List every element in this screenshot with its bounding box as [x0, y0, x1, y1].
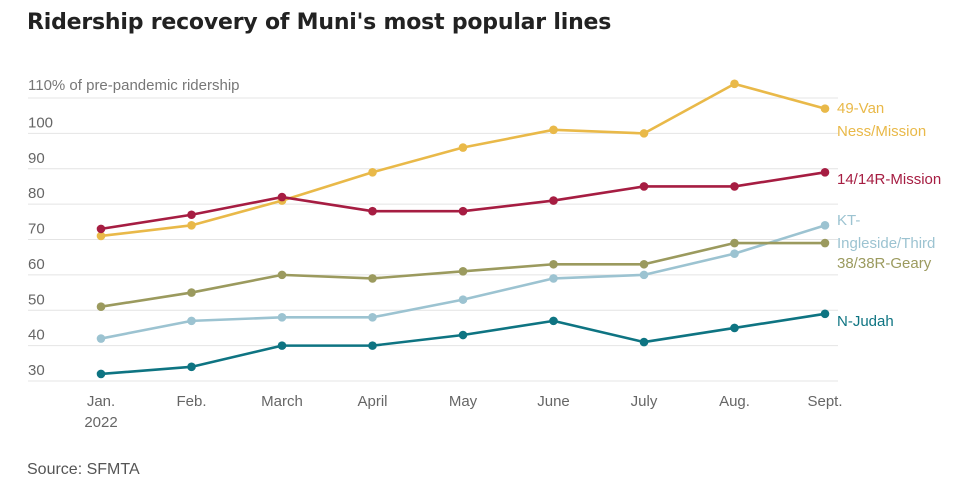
series-label-kt-ingleside-third-line2: Ingleside/Third — [837, 235, 935, 252]
point-n-judah-6 — [639, 337, 649, 347]
y-tick-label-80: 80 — [28, 185, 45, 202]
point-49-van-ness-mission-0 — [96, 231, 106, 241]
point-14-14r-mission-5 — [549, 196, 558, 205]
series-label-14-14r-mission: 14/14R-Mission — [837, 171, 941, 188]
series-label-38-38r-geary: 38/38R-Geary — [837, 255, 932, 272]
point-n-judah-0 — [96, 369, 106, 379]
point-38-38r-geary-1 — [187, 288, 196, 297]
gridlines — [28, 97, 838, 382]
point-kt-ingleside-third-4 — [458, 295, 468, 304]
y-tick-label-90: 90 — [28, 150, 45, 167]
point-49-van-ness-mission-8 — [820, 104, 830, 113]
y-tick-label-100: 100 — [28, 114, 53, 131]
series-kt-ingleside-third — [96, 221, 830, 343]
x-tick-label-0: Jan. — [87, 393, 115, 410]
x-tick-label-6: July — [631, 393, 658, 410]
point-n-judah-1 — [187, 362, 196, 372]
y-tick-label-40: 40 — [28, 327, 45, 344]
x-tick-label-5: June — [537, 393, 570, 410]
point-kt-ingleside-third-6 — [639, 270, 649, 280]
series-group — [96, 79, 830, 379]
chart-title: Ridership recovery of Muni's most popula… — [27, 10, 612, 35]
series-labels: 49-Van Ness/Mission 14/14R-Mission KT- Ingle… — [837, 100, 941, 330]
series-14-14r-mission — [96, 167, 830, 234]
point-38-38r-geary-2 — [277, 270, 287, 280]
point-38-38r-geary-7 — [730, 238, 739, 248]
x-tick-label-7: Aug. — [719, 393, 750, 410]
x-tick-label-3: April — [357, 393, 387, 410]
point-14-14r-mission-4 — [458, 206, 468, 216]
point-n-judah-7 — [730, 323, 739, 333]
point-38-38r-geary-6 — [639, 259, 649, 269]
point-kt-ingleside-third-2 — [277, 313, 287, 322]
point-14-14r-mission-0 — [96, 224, 106, 234]
series-38-38r-geary — [96, 238, 830, 312]
source-note: Source: SFMTA — [27, 461, 140, 478]
series-label-n-judah: N-Judah — [837, 313, 894, 330]
point-14-14r-mission-8 — [820, 167, 830, 177]
x-tick-label-1: Feb. — [176, 393, 206, 410]
series-label-kt-ingleside-third: KT- — [837, 212, 860, 229]
y-axis-ticks: 30 40 50 60 70 80 90 100 — [28, 114, 53, 379]
point-kt-ingleside-third-8 — [820, 221, 830, 230]
point-38-38r-geary-5 — [549, 259, 558, 269]
series-n-judah — [96, 309, 830, 379]
x-axis-ticks: Jan. 2022 Feb. March April May June July Aug. Sep… — [84, 393, 842, 431]
x-tick-label-8: Sept. — [807, 393, 842, 410]
point-49-van-ness-mission-3 — [368, 167, 377, 177]
point-49-van-ness-mission-1 — [187, 221, 196, 230]
point-14-14r-mission-1 — [187, 210, 196, 220]
point-kt-ingleside-third-1 — [187, 316, 196, 326]
point-38-38r-geary-8 — [820, 238, 830, 248]
point-14-14r-mission-6 — [639, 182, 649, 191]
x-tick-sublabel-0: 2022 — [84, 414, 117, 431]
series-line-n-judah — [100, 312, 826, 376]
point-14-14r-mission-3 — [368, 206, 377, 216]
point-kt-ingleside-third-5 — [549, 274, 558, 283]
point-49-van-ness-mission-6 — [639, 129, 649, 138]
series-label-49-van-ness-mission: 49-Van — [837, 100, 884, 117]
x-tick-label-4: May — [449, 393, 478, 410]
point-n-judah-5 — [549, 316, 558, 326]
y-tick-label-50: 50 — [28, 291, 45, 308]
point-14-14r-mission-2 — [277, 192, 287, 202]
point-49-van-ness-mission-7 — [730, 79, 739, 89]
point-kt-ingleside-third-7 — [730, 249, 739, 258]
point-n-judah-4 — [458, 330, 468, 340]
series-line-kt-ingleside-third — [100, 224, 826, 340]
point-n-judah-3 — [368, 341, 377, 350]
point-38-38r-geary-0 — [96, 302, 106, 312]
point-n-judah-8 — [820, 309, 830, 319]
point-49-van-ness-mission-5 — [549, 125, 558, 135]
point-49-van-ness-mission-4 — [458, 143, 468, 152]
point-kt-ingleside-third-0 — [96, 334, 106, 343]
point-kt-ingleside-third-3 — [368, 313, 377, 322]
x-tick-label-2: March — [261, 393, 303, 410]
point-38-38r-geary-4 — [458, 267, 468, 276]
y-axis-label: 110% of pre-pandemic ridership — [28, 77, 240, 94]
y-tick-label-30: 30 — [28, 362, 45, 379]
y-tick-label-60: 60 — [28, 256, 45, 273]
series-label-49-van-ness-mission-line2: Ness/Mission — [837, 123, 926, 140]
point-38-38r-geary-3 — [368, 274, 377, 283]
y-tick-label-70: 70 — [28, 221, 45, 238]
point-n-judah-2 — [277, 341, 287, 350]
series-49-van-ness-mission — [96, 79, 830, 241]
point-14-14r-mission-7 — [730, 182, 739, 191]
